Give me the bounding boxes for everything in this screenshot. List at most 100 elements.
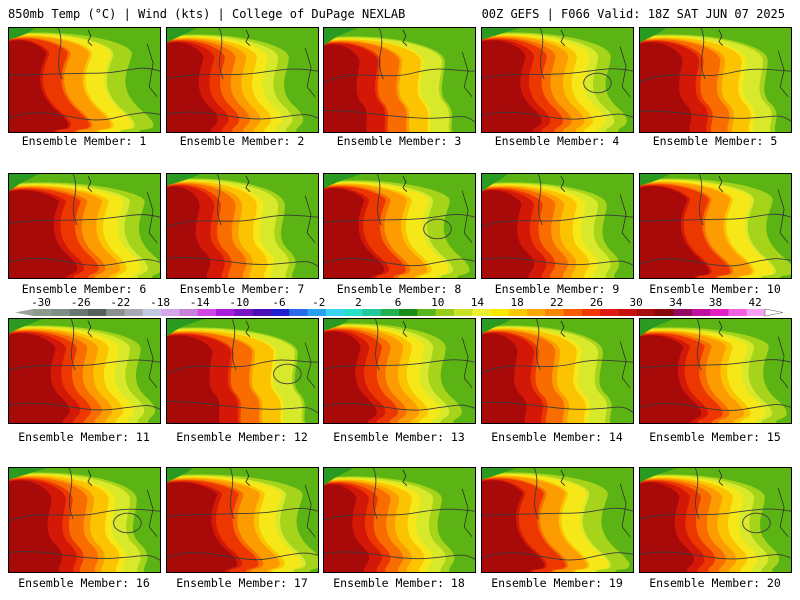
temperature-map (167, 319, 318, 423)
colorbar-swatch (87, 309, 107, 316)
temperature-map (167, 468, 318, 572)
colorbar-swatch (325, 309, 345, 316)
colorbar-tick-label: 10 (431, 296, 444, 309)
colorbar-tick-label: 26 (590, 296, 603, 309)
colorbar-tick-label: -14 (190, 296, 210, 309)
colorbar-swatch (380, 309, 400, 316)
colorbar-swatch (307, 309, 327, 316)
colorbar-tick-label: 6 (395, 296, 402, 309)
colorbar-swatch (582, 309, 601, 316)
colorbar-swatch (69, 309, 89, 316)
colorbar-swatch (179, 309, 198, 316)
colorbar-swatch (33, 309, 52, 316)
colorbar-swatch (453, 309, 473, 316)
ensemble-member-label: Ensemble Member: 13 (333, 430, 465, 444)
ensemble-member-label: Ensemble Member: 4 (494, 134, 620, 148)
temperature-map (324, 468, 475, 572)
ensemble-member-label: Ensemble Member: 3 (336, 134, 462, 148)
ensemble-member-label: Ensemble Member: 17 (176, 576, 308, 590)
colorbar-tick-label: -10 (229, 296, 249, 309)
map-title: 850mb Temp (°C) | Wind (kts) | College o… (8, 7, 406, 21)
colorbar-swatch (289, 309, 308, 316)
temperature-map (640, 174, 791, 278)
ensemble-map-panel (8, 27, 161, 133)
ensemble-member-label: Ensemble Member: 7 (179, 282, 305, 296)
colorbar-tick-label: -22 (110, 296, 130, 309)
temperature-map (640, 28, 791, 132)
ensemble-member-label: Ensemble Member: 15 (649, 430, 781, 444)
colorbar-tick-label: 14 (471, 296, 485, 309)
colorbar-swatch (490, 309, 510, 316)
colorbar-tick-label: -2 (312, 296, 325, 309)
ensemble-map-panel (481, 27, 634, 133)
ensemble-map-panel (323, 318, 476, 424)
colorbar-swatch (106, 309, 125, 316)
colorbar-swatch (527, 309, 546, 316)
colorbar-swatch (636, 309, 656, 316)
ensemble-map-panel (481, 173, 634, 279)
colorbar-swatch (435, 309, 455, 316)
ensemble-member-label: Ensemble Member: 2 (179, 134, 305, 148)
colorbar-swatch (563, 309, 583, 316)
ensemble-member-label: Ensemble Member: 19 (491, 576, 623, 590)
ensemble-map-panel (481, 318, 634, 424)
ensemble-map-panel (8, 173, 161, 279)
temperature-map (640, 319, 791, 423)
colorbar-swatch (51, 309, 70, 316)
ensemble-map-panel (166, 318, 319, 424)
colorbar-swatch (197, 309, 217, 316)
ensemble-member-label: Ensemble Member: 9 (494, 282, 620, 296)
ensemble-map-panel (166, 467, 319, 573)
ensemble-member-label: Ensemble Member: 5 (652, 134, 778, 148)
colorbar-swatch (142, 309, 162, 316)
colorbar-tick-label: 34 (669, 296, 683, 309)
ensemble-member-label: Ensemble Member: 16 (18, 576, 150, 590)
ensemble-member-label: Ensemble Member: 14 (491, 430, 623, 444)
ensemble-member-label: Ensemble Member: 12 (176, 430, 308, 444)
ensemble-map-panel (8, 467, 161, 573)
colorbar-swatch (216, 309, 235, 316)
colorbar-tick-label: 2 (355, 296, 362, 309)
temperature-map (9, 28, 160, 132)
temperature-map (9, 174, 160, 278)
colorbar-left-arrow (15, 309, 33, 316)
colorbar-swatch (234, 309, 253, 316)
colorbar-swatch (673, 309, 693, 316)
temperature-map (482, 174, 633, 278)
colorbar-swatch (362, 309, 381, 316)
ensemble-map-panel (639, 318, 792, 424)
colorbar-swatch (618, 309, 638, 316)
ensemble-map-panel (481, 467, 634, 573)
colorbar-swatch (655, 309, 674, 316)
colorbar-swatch (252, 309, 272, 316)
colorbar-swatch (270, 309, 290, 316)
temperature-map (324, 28, 475, 132)
colorbar-tick-label: -30 (31, 296, 51, 309)
temperature-map (482, 28, 633, 132)
ensemble-member-label: Ensemble Member: 10 (649, 282, 781, 296)
colorbar-swatch (472, 309, 491, 316)
ensemble-member-label: Ensemble Member: 20 (649, 576, 781, 590)
colorbar-tick-label: 18 (510, 296, 523, 309)
ensemble-map-panel (166, 173, 319, 279)
colorbar-swatch (161, 309, 180, 316)
colorbar-swatch (691, 309, 711, 316)
colorbar-tick-label: -26 (71, 296, 91, 309)
ensemble-map-panel (639, 467, 792, 573)
colorbar-swatch (545, 309, 564, 316)
colorbar-swatch (417, 309, 436, 316)
temperature-map (9, 468, 160, 572)
colorbar-tick-label: 22 (550, 296, 563, 309)
colorbar-swatch (508, 309, 528, 316)
colorbar-tick-label: -6 (272, 296, 285, 309)
temperature-map (324, 319, 475, 423)
temperature-map (167, 174, 318, 278)
colorbar-swatch (746, 309, 766, 316)
colorbar-swatch (728, 309, 747, 316)
ensemble-member-label: Ensemble Member: 6 (21, 282, 147, 296)
temperature-map (9, 319, 160, 423)
colorbar-swatch (710, 309, 729, 316)
colorbar-tick-label: 42 (749, 296, 762, 309)
colorbar-swatch (399, 309, 418, 316)
temperature-map (482, 319, 633, 423)
